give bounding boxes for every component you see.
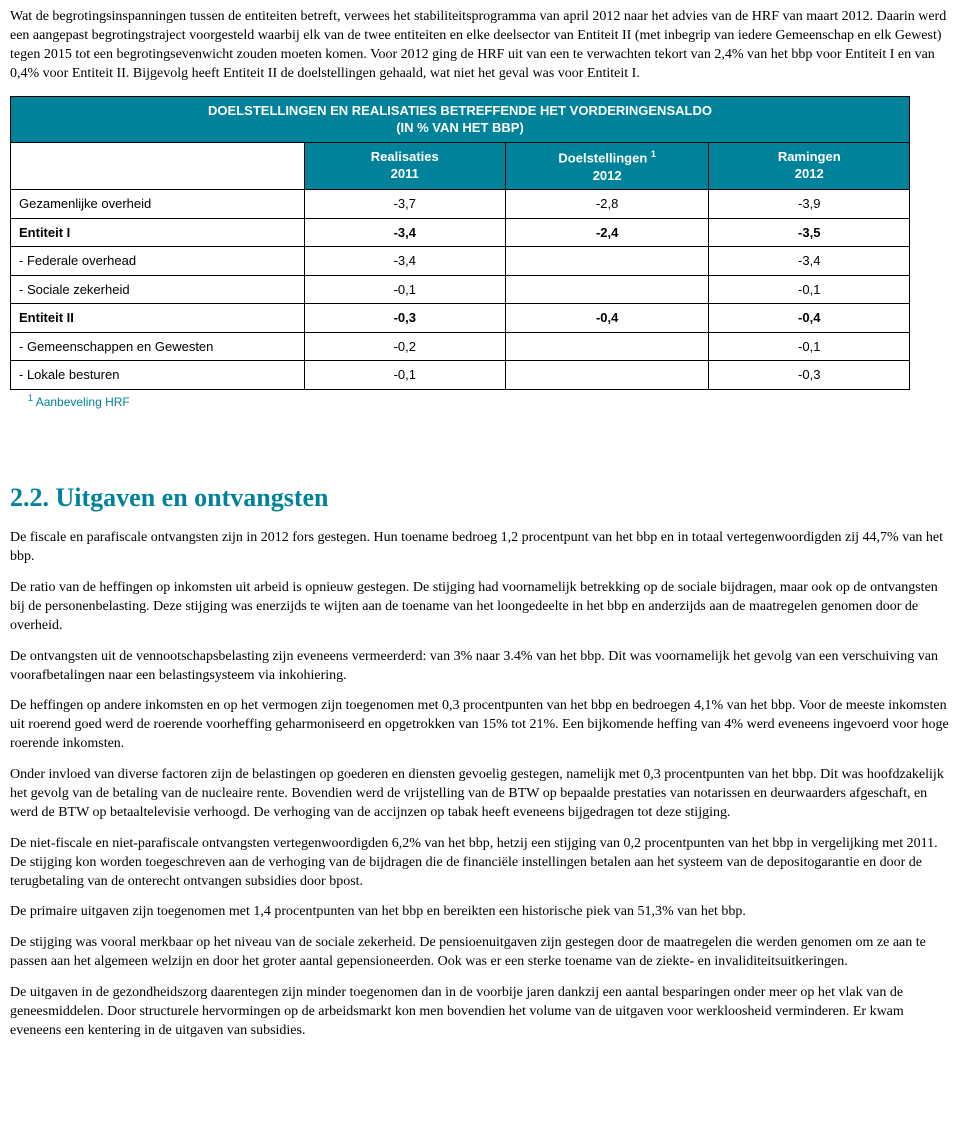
col-doelstellingen-year: 2012 bbox=[514, 167, 701, 185]
row-value: -3,4 bbox=[304, 247, 505, 276]
table-header-ramingen: Ramingen 2012 bbox=[709, 142, 910, 189]
table-title-line1: DOELSTELLINGEN EN REALISATIES BETREFFEND… bbox=[208, 103, 712, 118]
table-header-blank bbox=[11, 142, 305, 189]
row-value: -0,4 bbox=[709, 304, 910, 333]
table-title: DOELSTELLINGEN EN REALISATIES BETREFFEND… bbox=[11, 96, 910, 142]
row-value: -2,8 bbox=[505, 190, 709, 219]
col-ramingen-label: Ramingen bbox=[778, 149, 841, 164]
row-label: Entiteit II bbox=[11, 304, 305, 333]
row-value: -2,4 bbox=[505, 218, 709, 247]
row-label: Entiteit I bbox=[11, 218, 305, 247]
table-row: - Sociale zekerheid-0,1-0,1 bbox=[11, 275, 910, 304]
paragraph-7: De primaire uitgaven zijn toegenomen met… bbox=[10, 903, 950, 922]
table-row: - Gemeenschappen en Gewesten-0,2 -0,1 bbox=[11, 332, 910, 361]
col-doelstellingen-label: Doelstellingen bbox=[558, 150, 650, 165]
table-row: Entiteit I-3,4-2,4-3,5 bbox=[11, 218, 910, 247]
table-container: DOELSTELLINGEN EN REALISATIES BETREFFEND… bbox=[10, 96, 950, 411]
paragraph-3: De ontvangsten uit de vennootschapsbelas… bbox=[10, 648, 950, 686]
row-value: -0,1 bbox=[709, 332, 910, 361]
paragraph-9: De uitgaven in de gezondheidszorg daaren… bbox=[10, 984, 950, 1041]
col-realisaties-label: Realisaties bbox=[371, 149, 439, 164]
row-value: -3,4 bbox=[304, 218, 505, 247]
row-value: -0,1 bbox=[304, 275, 505, 304]
paragraph-5: Onder invloed van diverse factoren zijn … bbox=[10, 766, 950, 823]
data-table: DOELSTELLINGEN EN REALISATIES BETREFFEND… bbox=[10, 96, 910, 390]
row-value: -0,4 bbox=[505, 304, 709, 333]
row-label: - Sociale zekerheid bbox=[11, 275, 305, 304]
row-value: -0,3 bbox=[304, 304, 505, 333]
row-value bbox=[505, 332, 709, 361]
row-value: -3,7 bbox=[304, 190, 505, 219]
row-value: -3,5 bbox=[709, 218, 910, 247]
row-value bbox=[505, 275, 709, 304]
row-label: - Federale overhead bbox=[11, 247, 305, 276]
paragraph-8: De stijging was vooral merkbaar op het n… bbox=[10, 934, 950, 972]
paragraph-6: De niet-fiscale en niet-parafiscale ontv… bbox=[10, 835, 950, 892]
table-title-line2: (IN % VAN HET BBP) bbox=[396, 120, 524, 135]
row-label: Gezamenlijke overheid bbox=[11, 190, 305, 219]
row-value: -3,4 bbox=[709, 247, 910, 276]
row-value: -3,9 bbox=[709, 190, 910, 219]
table-row: - Lokale besturen-0,1 -0,3 bbox=[11, 361, 910, 390]
table-footnote: 1 Aanbeveling HRF bbox=[28, 392, 950, 410]
row-value bbox=[505, 361, 709, 390]
row-label: - Gemeenschappen en Gewesten bbox=[11, 332, 305, 361]
col-ramingen-year: 2012 bbox=[717, 165, 901, 183]
table-row: Gezamenlijke overheid-3,7-2,8-3,9 bbox=[11, 190, 910, 219]
col-realisaties-year: 2011 bbox=[313, 165, 497, 183]
paragraph-4: De heffingen op andere inkomsten en op h… bbox=[10, 697, 950, 754]
table-row: Entiteit II-0,3-0,4-0,4 bbox=[11, 304, 910, 333]
table-row: - Federale overhead-3,4-3,4 bbox=[11, 247, 910, 276]
row-value bbox=[505, 247, 709, 276]
col-doelstellingen-sup: 1 bbox=[651, 149, 656, 159]
paragraph-2: De ratio van de heffingen op inkomsten u… bbox=[10, 579, 950, 636]
row-value: -0,3 bbox=[709, 361, 910, 390]
row-value: -0,1 bbox=[709, 275, 910, 304]
row-value: -0,1 bbox=[304, 361, 505, 390]
section-heading: 2.2. Uitgaven en ontvangsten bbox=[10, 480, 950, 515]
table-header-realisaties: Realisaties 2011 bbox=[304, 142, 505, 189]
row-label: - Lokale besturen bbox=[11, 361, 305, 390]
intro-paragraph: Wat de begrotingsinspanningen tussen de … bbox=[10, 8, 950, 84]
row-value: -0,2 bbox=[304, 332, 505, 361]
table-header-doelstellingen: Doelstellingen 1 2012 bbox=[505, 142, 709, 189]
paragraph-1: De fiscale en parafiscale ontvangsten zi… bbox=[10, 529, 950, 567]
footnote-text: Aanbeveling HRF bbox=[33, 395, 130, 409]
